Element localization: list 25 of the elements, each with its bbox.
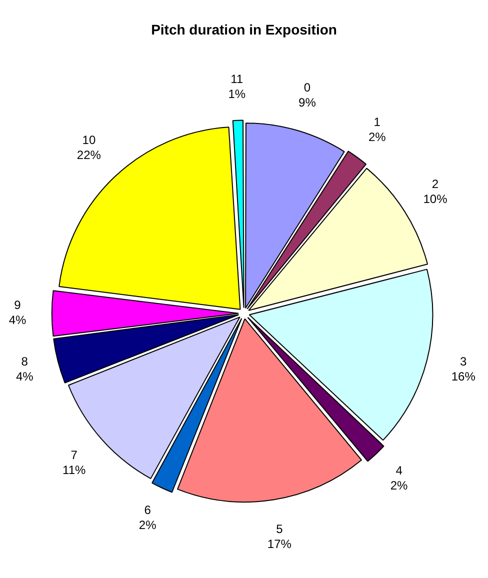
data-label: 2% bbox=[390, 478, 408, 492]
chart-title: Pitch duration in Exposition bbox=[151, 21, 337, 38]
data-label: 11% bbox=[62, 463, 86, 477]
data-label: 1% bbox=[228, 86, 246, 101]
data-label: 9% bbox=[298, 96, 316, 110]
data-label: 17% bbox=[267, 536, 292, 551]
data-label: 10% bbox=[423, 192, 448, 206]
data-label: 16% bbox=[451, 370, 476, 384]
slice-label: 11 bbox=[230, 72, 244, 86]
data-label: 2% bbox=[138, 518, 157, 532]
slice-label: 5 bbox=[276, 522, 284, 536]
data-label: 4% bbox=[16, 370, 34, 384]
slice-label: 6 bbox=[144, 503, 152, 518]
slice-label: 8 bbox=[21, 354, 28, 369]
slice-label: 7 bbox=[70, 448, 78, 462]
slice-label: 0 bbox=[304, 80, 311, 95]
slice-label: 10 bbox=[82, 133, 96, 148]
data-label: 4% bbox=[8, 313, 26, 328]
slice-label: 9 bbox=[14, 298, 22, 312]
slice-label: 3 bbox=[460, 354, 468, 369]
slice-label: 4 bbox=[396, 463, 403, 478]
data-label: 2% bbox=[368, 130, 386, 144]
slice-label: 2 bbox=[432, 176, 439, 191]
data-label: 22% bbox=[76, 148, 102, 162]
slice-label: 1 bbox=[374, 114, 381, 129]
